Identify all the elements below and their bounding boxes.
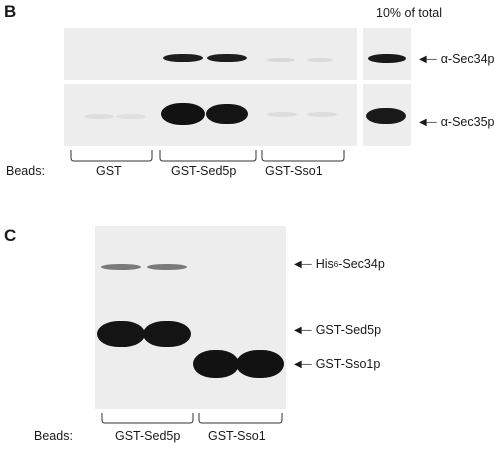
bracket-gst-sso1 bbox=[262, 150, 344, 161]
arrow-left-icon: ◀— bbox=[419, 117, 437, 128]
group-label-c-gst-sso1: GST-Sso1 bbox=[208, 429, 266, 443]
band-gst-sso1p-2 bbox=[236, 350, 284, 378]
band-gst-sed5p-1 bbox=[97, 321, 145, 347]
band-sec34-sed5-2 bbox=[207, 54, 247, 62]
band-sec34-sso1-faint-1 bbox=[267, 58, 295, 62]
bracket-gst bbox=[71, 150, 152, 161]
bracket-gst-sed5p bbox=[160, 150, 256, 161]
band-sec35-sed5-1 bbox=[161, 103, 205, 125]
arrow-label-his6-sec34p: ◀— His 6 -Sec34p bbox=[294, 257, 385, 271]
bracket-c-gst-sed5p bbox=[102, 413, 193, 423]
arrow-left-icon: ◀— bbox=[294, 359, 312, 370]
band-sec35-sso1-faint-2 bbox=[307, 112, 337, 117]
band-sec35-gst-faint-2 bbox=[116, 114, 146, 119]
panel-c-letter: C bbox=[4, 226, 16, 246]
band-sec34-total bbox=[368, 54, 406, 63]
band-sec35-total bbox=[366, 108, 406, 124]
blot-b-sec34-main bbox=[64, 28, 357, 80]
band-sec35-sso1-faint-1 bbox=[267, 112, 297, 117]
beads-label-b: Beads: bbox=[6, 164, 45, 178]
arrow-label-sec35: ◀— α-Sec35p bbox=[419, 115, 495, 129]
band-sec35-sed5-2 bbox=[206, 104, 248, 124]
blot-b-sec34-total bbox=[363, 28, 411, 80]
brackets-b bbox=[0, 146, 501, 176]
arrow-label-gst-sso1p: ◀— GST-Sso1p bbox=[294, 357, 380, 371]
arrow-label-sec34: ◀— α-Sec34p bbox=[419, 52, 495, 66]
arrow-label-gst-sed5p: ◀— GST-Sed5p bbox=[294, 323, 381, 337]
band-sec34-sed5-1 bbox=[163, 54, 203, 62]
band-gst-sso1p-1 bbox=[193, 350, 239, 378]
group-label-c-gst-sed5p: GST-Sed5p bbox=[115, 429, 180, 443]
panel-b-letter: B bbox=[4, 2, 16, 22]
blot-c bbox=[95, 226, 286, 409]
group-label-gst-sed5p: GST-Sed5p bbox=[171, 164, 236, 178]
arrow-left-icon: ◀— bbox=[294, 325, 312, 336]
beads-label-c: Beads: bbox=[34, 429, 73, 443]
band-his-sec34-1 bbox=[101, 264, 141, 270]
group-label-gst-sso1: GST-Sso1 bbox=[265, 164, 323, 178]
blot-b-sec35-total bbox=[363, 84, 411, 146]
band-sec35-gst-faint-1 bbox=[84, 114, 114, 119]
band-his-sec34-2 bbox=[147, 264, 187, 270]
blot-b-sec35-main bbox=[64, 84, 357, 146]
bracket-c-gst-sso1 bbox=[199, 413, 282, 423]
group-label-gst: GST bbox=[96, 164, 122, 178]
arrow-left-icon: ◀— bbox=[419, 54, 437, 65]
arrow-left-icon: ◀— bbox=[294, 259, 312, 270]
band-gst-sed5p-2 bbox=[143, 321, 191, 347]
band-sec34-sso1-faint-2 bbox=[307, 58, 333, 62]
ten-percent-header: 10% of total bbox=[376, 6, 442, 20]
